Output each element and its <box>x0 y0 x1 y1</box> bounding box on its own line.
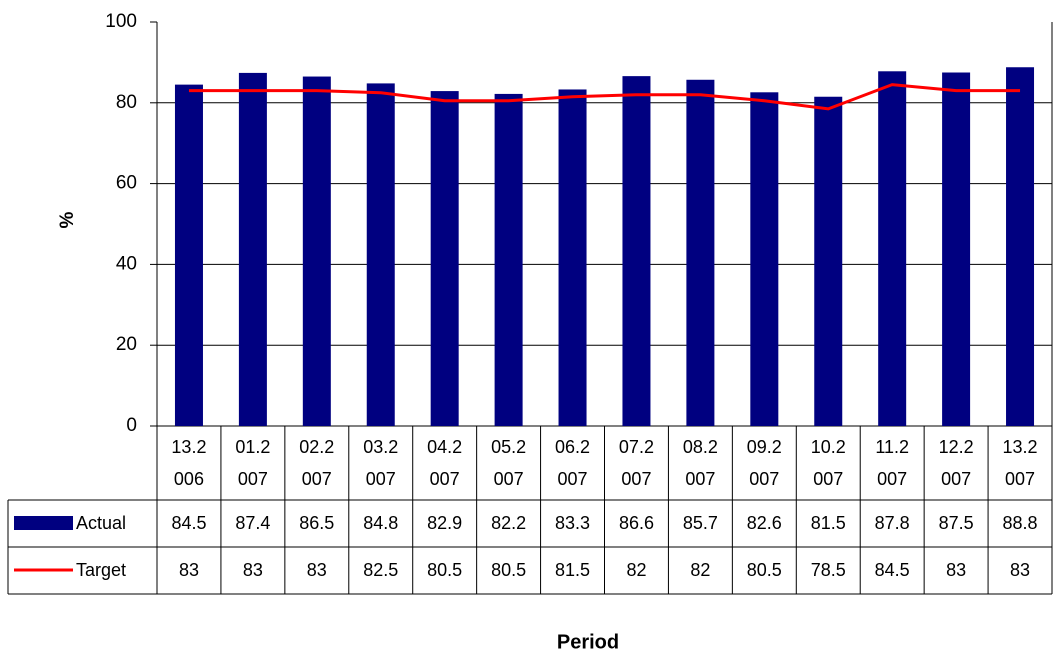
bar <box>238 72 267 427</box>
line <box>188 83 1021 111</box>
x-tick-label: 12.2007 <box>938 437 974 489</box>
x-tick-label: 05.2007 <box>491 437 527 489</box>
y-axis-label: % <box>57 211 78 228</box>
table-value: 82.2 <box>491 513 527 533</box>
y-tick-label: 20 <box>116 334 137 355</box>
table-value: 84.8 <box>363 513 399 533</box>
table-value: 86.5 <box>299 513 335 533</box>
x-axis-label: Period <box>557 631 619 653</box>
x-tick-label: 10.2007 <box>810 437 846 489</box>
table-value: 83 <box>1010 560 1031 580</box>
table-value: 80.5 <box>427 560 463 580</box>
y-tick-label: 60 <box>116 173 137 194</box>
bar <box>494 93 523 427</box>
table-value: 83.3 <box>555 513 591 533</box>
table-value: 84.5 <box>874 560 910 580</box>
table-value: 87.8 <box>874 513 910 533</box>
table-value: 82 <box>626 560 647 580</box>
y-tick-label: 0 <box>126 415 137 436</box>
bar <box>430 91 459 427</box>
x-tick-label: 09.2007 <box>746 437 782 489</box>
bar <box>814 96 843 427</box>
bar <box>942 72 971 426</box>
bar <box>1006 67 1035 427</box>
x-tick-label: 13.2007 <box>1002 437 1038 489</box>
table-value: 84.5 <box>171 513 207 533</box>
x-tick-label: 01.2007 <box>235 437 271 489</box>
bar <box>302 76 331 426</box>
y-tick-label: 40 <box>116 253 137 274</box>
legend-swatch <box>14 516 73 530</box>
bar <box>750 92 779 427</box>
y-tick-label: 80 <box>116 92 137 113</box>
table-value: 80.5 <box>491 560 527 580</box>
table-value: 82.6 <box>746 513 782 533</box>
bar <box>878 71 907 427</box>
table-value: 83 <box>242 560 263 580</box>
x-tick-label: 06.2007 <box>555 437 591 489</box>
table-value: 83 <box>946 560 967 580</box>
table-value: 80.5 <box>746 560 782 580</box>
x-tick-label: 13.2006 <box>171 437 207 489</box>
table-value: 87.4 <box>235 513 271 533</box>
table-value: 83 <box>178 560 199 580</box>
x-tick-label: 03.2007 <box>363 437 399 489</box>
legend-label: Actual <box>76 513 127 533</box>
legend-label: Target <box>76 560 127 580</box>
y-tick-label: 100 <box>105 11 137 32</box>
bar <box>174 84 203 427</box>
table-value: 88.8 <box>1002 513 1038 533</box>
bar <box>558 89 587 426</box>
x-tick-label: 08.2007 <box>682 437 718 489</box>
table-value: 82.9 <box>427 513 463 533</box>
table-value: 85.7 <box>682 513 718 533</box>
table-value: 81.5 <box>810 513 846 533</box>
table-value: 83 <box>306 560 327 580</box>
table-value: 86.6 <box>618 513 654 533</box>
table-value: 82.5 <box>363 560 399 580</box>
bar <box>622 76 651 427</box>
table-value: 87.5 <box>938 513 974 533</box>
x-tick-label: 11.2007 <box>875 437 910 489</box>
bar <box>366 83 395 427</box>
x-tick-label: 02.2007 <box>299 437 335 489</box>
x-tick-label: 07.2007 <box>618 437 654 489</box>
x-tick-label: 04.2007 <box>427 437 463 489</box>
table-value: 78.5 <box>810 560 846 580</box>
table-value: 82 <box>690 560 711 580</box>
bar <box>686 79 715 426</box>
table-value: 81.5 <box>555 560 591 580</box>
